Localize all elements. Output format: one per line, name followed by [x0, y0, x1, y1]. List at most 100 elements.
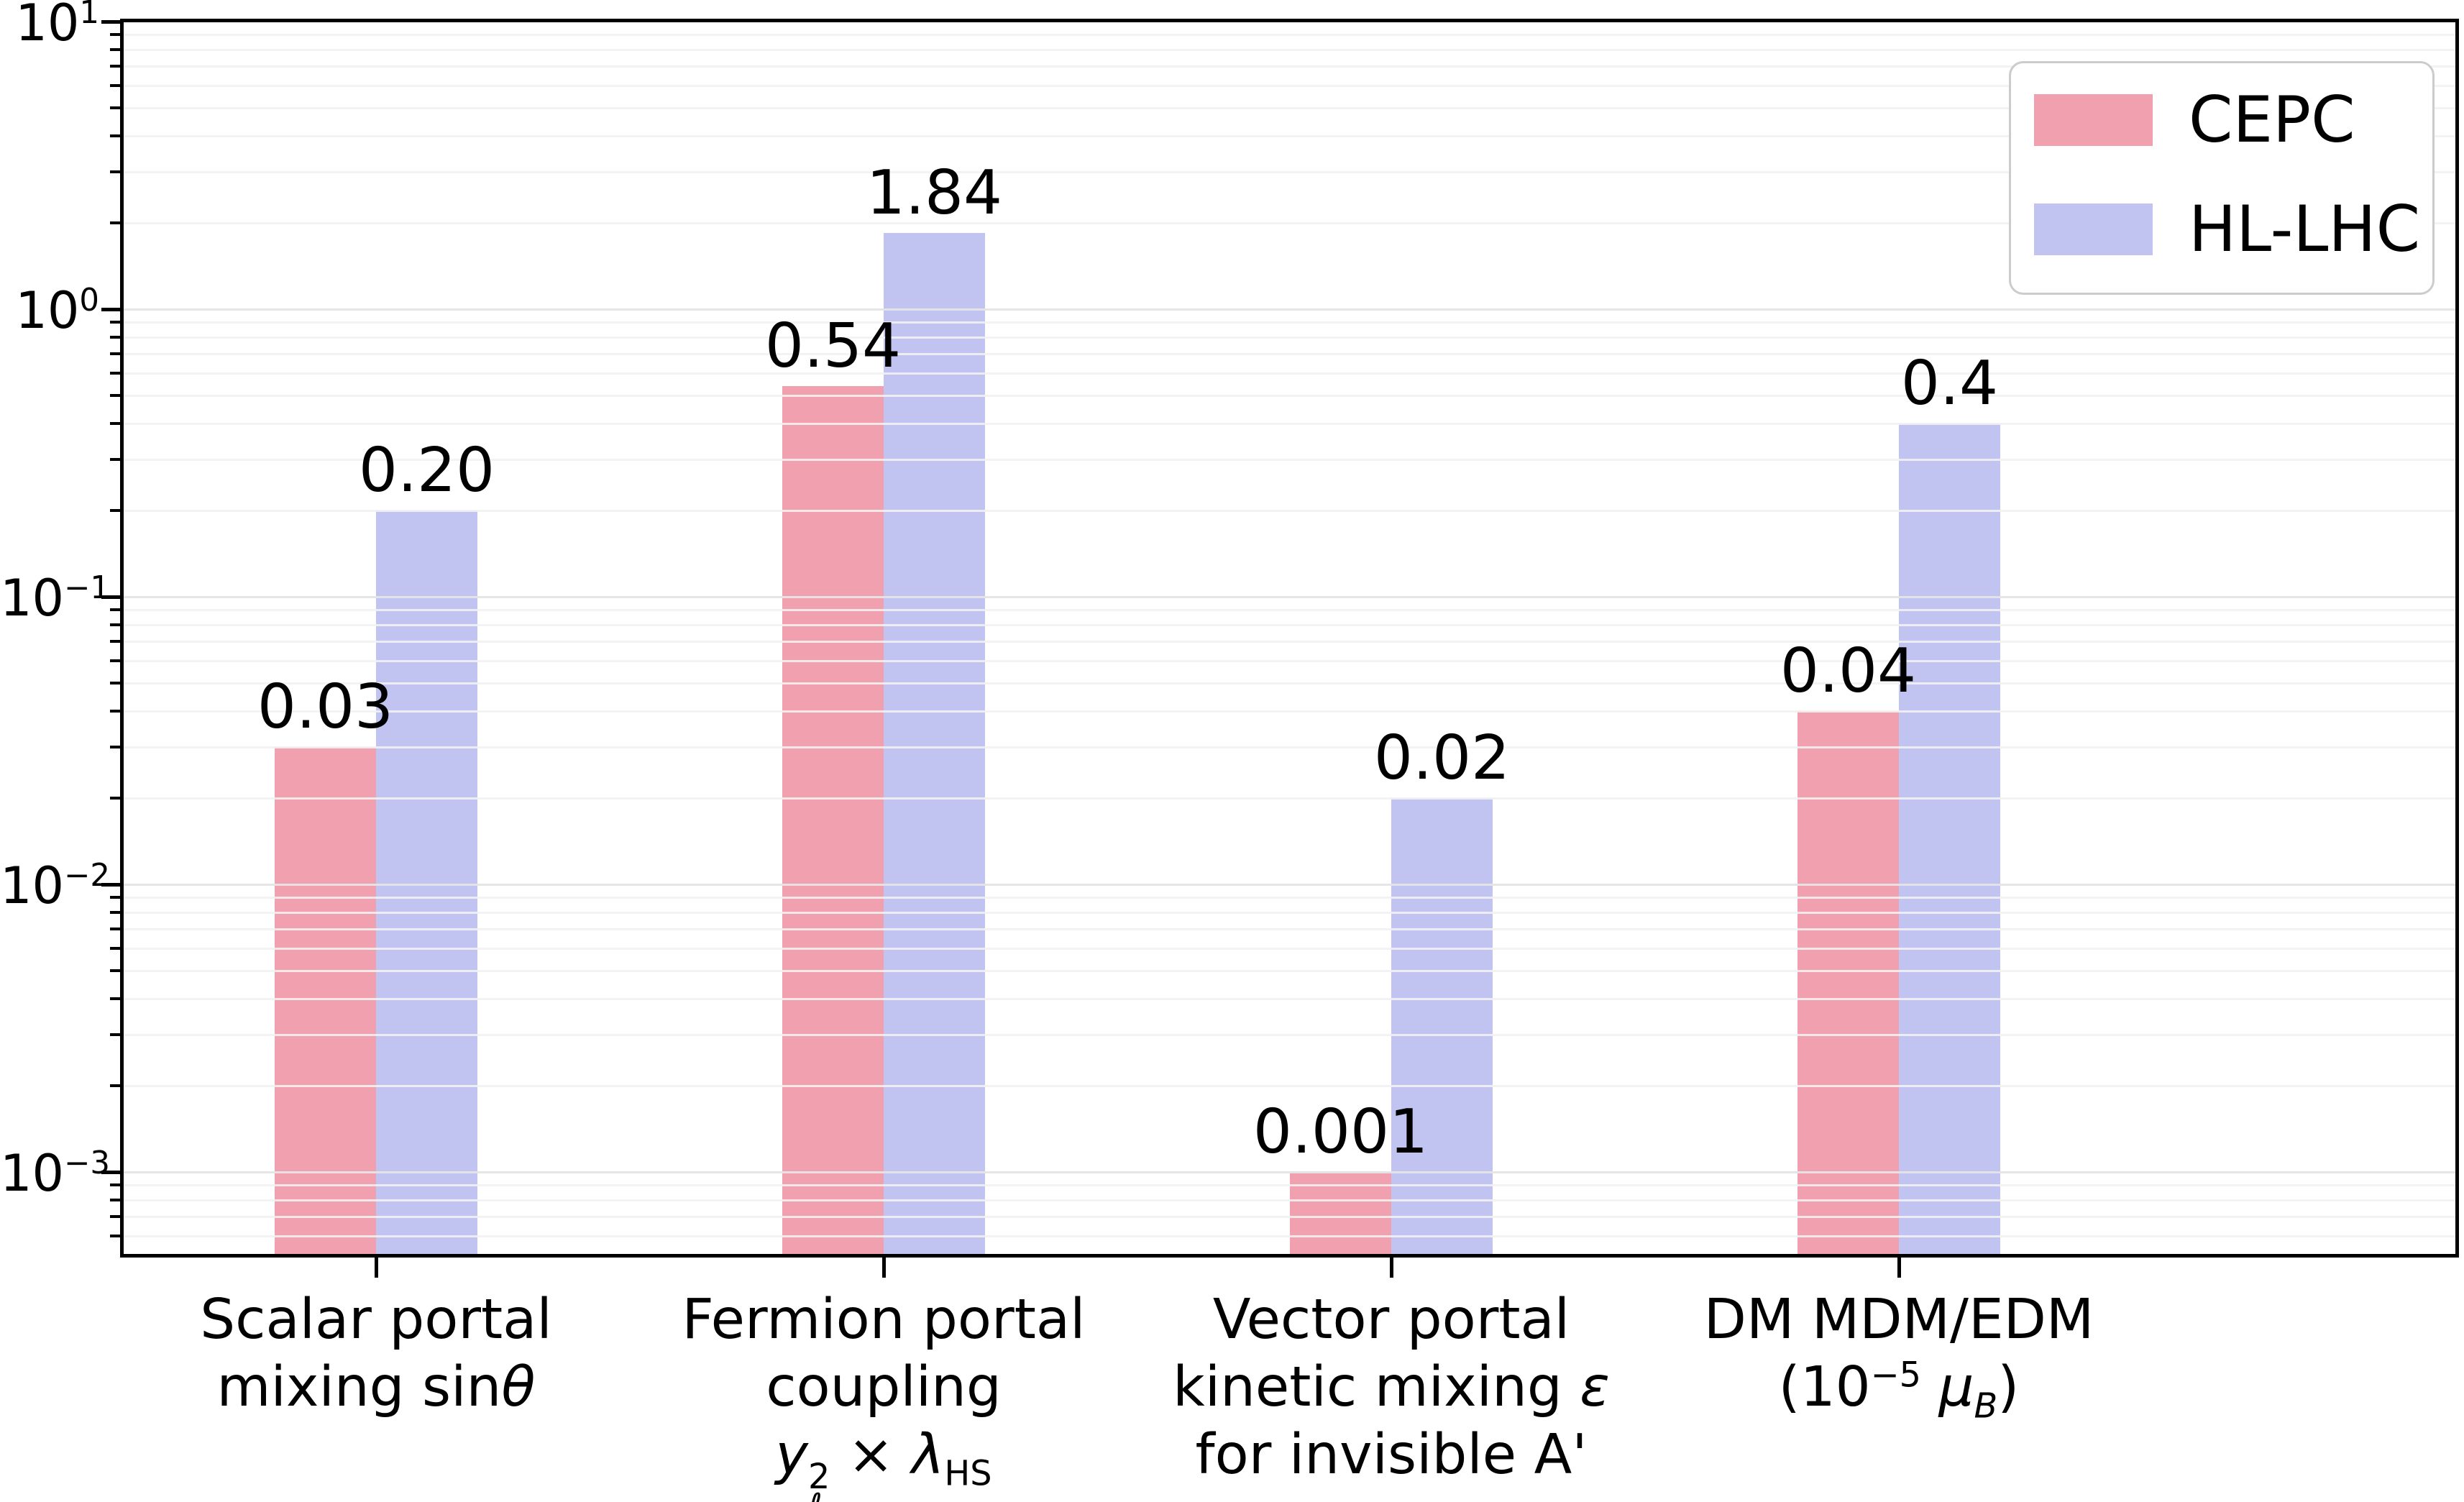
bar-value-label: 0.20: [358, 434, 495, 506]
y-axis-minor-tick: [110, 608, 122, 612]
gridline-minor: [124, 640, 2455, 643]
y-axis-minor-tick: [110, 639, 122, 643]
bar-value-label: 0.04: [1780, 636, 1917, 708]
x-axis-tick: [1390, 1258, 1393, 1278]
y-axis-minor-tick: [110, 910, 122, 914]
bar-value-label: 0.001: [1252, 1096, 1429, 1168]
gridline-minor: [124, 1215, 2455, 1218]
category-label: Vector portal kinetic mixing ε for invisib…: [1173, 1288, 1610, 1487]
y-axis-minor-tick: [110, 623, 122, 626]
gridline-minor: [124, 395, 2455, 398]
legend-label-cepc: CEPC: [2189, 82, 2355, 157]
y-axis-left-spine: [120, 19, 124, 1258]
gridline-minor: [124, 682, 2455, 685]
y-axis-minor-tick: [110, 1214, 122, 1218]
x-axis-tick: [1897, 1258, 1901, 1278]
x-axis-top-spine: [120, 19, 2459, 22]
y-axis-minor-tick: [110, 335, 122, 339]
bar-value-label: 1.84: [866, 157, 1003, 229]
x-axis-bottom-spine: [120, 1254, 2459, 1258]
y-axis-minor-tick: [110, 796, 122, 800]
y-axis-minor-tick: [110, 422, 122, 426]
y-axis-minor-tick: [110, 710, 122, 713]
gridline-major: [124, 1171, 2455, 1173]
legend-box: CEPC HL-LHC: [2009, 61, 2435, 295]
gridline-minor: [124, 48, 2455, 51]
y-axis-major-tick: [101, 20, 122, 24]
category-label: Fermion portalcouplingy2ℓ × λHS: [682, 1288, 1086, 1502]
y-axis-minor-tick: [110, 1234, 122, 1237]
y-axis-minor-tick: [110, 321, 122, 324]
y-axis-minor-tick: [110, 1183, 122, 1187]
y-axis-minor-tick: [110, 352, 122, 355]
gridline-minor: [124, 1034, 2455, 1037]
legend-item-cepc: CEPC: [2034, 88, 2432, 152]
y-axis-right-spine: [2455, 19, 2459, 1258]
y-axis-minor-tick: [110, 1033, 122, 1037]
bar-value-label: 0.02: [1373, 722, 1511, 794]
y-axis-minor-tick: [110, 508, 122, 512]
bar-cepc: [782, 386, 884, 1254]
y-axis-major-tick: [101, 1171, 122, 1174]
gridline-minor: [124, 321, 2455, 324]
gridline-minor: [124, 1199, 2455, 1201]
y-axis-minor-tick: [110, 682, 122, 685]
legend-swatch-cepc: [2034, 93, 2153, 146]
y-tick-label: 101: [15, 0, 99, 53]
gridline-minor: [124, 947, 2455, 950]
y-axis-major-tick: [101, 883, 122, 887]
category-label: Scalar portal mixing sinθ: [200, 1288, 552, 1419]
gridline-minor: [124, 928, 2455, 930]
y-axis-minor-tick: [110, 371, 122, 375]
y-tick-label: 10−1: [0, 569, 111, 628]
gridline-minor: [124, 1084, 2455, 1087]
y-axis-major-tick: [101, 308, 122, 311]
gridline-minor: [124, 221, 2455, 224]
gridline-minor: [124, 352, 2455, 355]
bar-cepc: [275, 747, 376, 1254]
gridline-minor: [124, 107, 2455, 110]
x-axis-tick: [375, 1258, 378, 1278]
gridline-major: [124, 884, 2455, 886]
gridline-minor: [124, 970, 2455, 973]
gridline-minor: [124, 459, 2455, 462]
gridline-minor: [124, 911, 2455, 914]
gridline-minor: [124, 135, 2455, 138]
y-axis-minor-tick: [110, 394, 122, 398]
bar-hl-lhc: [884, 233, 985, 1254]
gridline-major: [124, 308, 2455, 311]
y-axis-minor-tick: [110, 170, 122, 174]
y-tick-label: 10−2: [0, 856, 111, 916]
category-label: DM MDM/EDM (10−5 μB): [1703, 1288, 2094, 1427]
gridline-minor: [124, 897, 2455, 899]
legend-swatch-hl-lhc: [2034, 203, 2153, 255]
y-axis-minor-tick: [110, 221, 122, 224]
gridline-minor: [124, 710, 2455, 713]
legend-item-hl-lhc: HL-LHC: [2034, 197, 2432, 261]
x-axis-tick: [882, 1258, 886, 1278]
y-axis-minor-tick: [110, 1198, 122, 1201]
y-axis-minor-tick: [110, 64, 122, 68]
y-axis-minor-tick: [110, 946, 122, 950]
gridline-minor: [124, 797, 2455, 800]
y-axis-minor-tick: [110, 896, 122, 899]
gridline-minor: [124, 336, 2455, 339]
gridline-minor: [124, 623, 2455, 626]
gridline-minor: [124, 1184, 2455, 1187]
gridline-minor: [124, 746, 2455, 749]
gridline-major: [124, 596, 2455, 598]
gridline-minor: [124, 998, 2455, 1001]
y-axis-minor-tick: [110, 458, 122, 462]
y-axis-minor-tick: [110, 969, 122, 973]
bar-cepc: [1797, 711, 1899, 1254]
gridline-minor: [124, 34, 2455, 37]
y-axis-minor-tick: [110, 746, 122, 749]
y-axis-minor-tick: [110, 33, 122, 37]
bar-hl-lhc: [376, 510, 477, 1254]
gridline-minor: [124, 372, 2455, 375]
y-axis-minor-tick: [110, 1084, 122, 1087]
bar-value-label: 0.4: [1900, 348, 1999, 420]
gridline-minor: [124, 1235, 2455, 1237]
y-axis-minor-tick: [110, 47, 122, 51]
